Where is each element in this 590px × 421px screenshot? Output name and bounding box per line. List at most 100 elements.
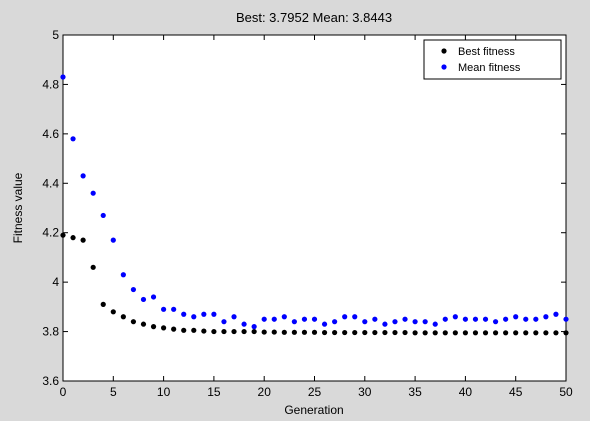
best-fitness-point (432, 330, 438, 336)
mean-fitness-point (422, 319, 428, 325)
best-fitness-point (472, 330, 479, 336)
y-tick-label: 3.6 (42, 374, 59, 388)
mean-fitness-point (432, 321, 438, 327)
chart-title: Best: 3.7952 Mean: 3.8443 (236, 10, 392, 25)
mean-fitness-point (301, 316, 308, 322)
mean-fitness-point (120, 272, 126, 278)
mean-fitness-point (211, 311, 217, 317)
x-tick-label: 15 (207, 385, 221, 399)
mean-fitness-point (90, 190, 96, 196)
mean-fitness-point (130, 286, 137, 293)
best-fitness-point (372, 329, 378, 336)
best-fitness-point (251, 328, 257, 335)
best-fitness-point (140, 321, 147, 327)
best-fitness-point (563, 330, 569, 336)
best-fitness-point (100, 301, 106, 307)
best-fitness-point (191, 327, 197, 333)
best-fitness-point (553, 330, 559, 336)
best-fitness-point (80, 237, 86, 243)
mean-fitness-point (513, 314, 519, 320)
best-fitness-point (392, 329, 398, 336)
y-tick-label: 4.4 (42, 176, 59, 190)
mean-fitness-point (110, 237, 116, 243)
best-fitness-point (442, 330, 448, 336)
best-fitness-point (422, 330, 428, 336)
y-tick-label: 4 (52, 275, 59, 289)
y-tick-label: 5 (52, 28, 59, 42)
mean-fitness-point (70, 136, 76, 142)
y-tick-label: 4.2 (42, 226, 59, 240)
best-fitness-point (342, 329, 348, 336)
best-fitness-point (311, 329, 318, 335)
mean-fitness-point (271, 316, 277, 322)
mean-fitness-point (191, 314, 197, 320)
mean-fitness-point (241, 321, 247, 327)
mean-fitness-point (100, 212, 106, 219)
best-fitness-point (543, 330, 549, 336)
best-fitness-point (412, 330, 418, 336)
x-tick-label: 30 (358, 385, 372, 399)
mean-fitness-point (352, 314, 358, 320)
best-fitness-point (201, 328, 207, 334)
legend-box (423, 39, 562, 80)
mean-fitness-point (171, 306, 177, 312)
best-fitness-point (241, 328, 247, 335)
best-fitness-point (492, 330, 499, 336)
x-tick-label: 25 (308, 385, 322, 399)
y-tick-label: 3.8 (42, 325, 59, 339)
mean-fitness-point (492, 319, 499, 325)
best-fitness-point (181, 327, 187, 333)
x-tick-label: 10 (157, 385, 171, 399)
best-fitness-point (332, 329, 338, 336)
best-fitness-point (362, 329, 368, 336)
axis-ticks: 0 5 10 15 20 25 30 35 40 45 50 3.6 3.8 4 4.2 4.4 4.6 4.8 5 (42, 28, 573, 399)
best-fitness-point (271, 329, 277, 335)
mean-fitness-point (261, 316, 267, 322)
mean-fitness-point (201, 311, 207, 317)
legend-label-best: Best fitness (458, 46, 515, 58)
mean-fitness-point (392, 319, 398, 325)
best-fitness-point (523, 330, 529, 336)
mean-fitness-point (281, 314, 287, 320)
mean-fitness-point (362, 319, 368, 325)
mean-fitness-point (462, 316, 468, 322)
mean-fitness-point (553, 311, 559, 317)
best-fitness-point (120, 314, 126, 320)
best-fitness-point (211, 328, 217, 335)
best-fitness-point (402, 329, 408, 336)
mean-fitness-point (543, 314, 549, 320)
y-tick-label: 4.8 (42, 77, 59, 91)
mean-fitness-point (372, 316, 378, 322)
x-tick-label: 5 (110, 385, 117, 399)
best-fitness-point (231, 328, 237, 335)
mean-fitness-point (563, 316, 569, 322)
mean-fitness-point (150, 294, 157, 300)
y-tick-label: 4.6 (42, 127, 59, 141)
mean-fitness-point (402, 316, 408, 322)
x-tick-label: 20 (258, 385, 272, 399)
best-fitness-point (513, 330, 519, 336)
best-fitness-point (110, 309, 116, 315)
y-axis-label: Fitness value (11, 172, 25, 243)
mean-fitness-point (452, 314, 458, 320)
data-points (60, 74, 569, 336)
x-tick-label: 40 (459, 385, 473, 399)
best-fitness-point (60, 232, 66, 238)
x-tick-label: 35 (408, 385, 422, 399)
best-fitness-point (70, 235, 76, 241)
best-fitness-point (171, 326, 177, 332)
mean-fitness-point (140, 296, 147, 303)
legend: Best fitness Mean fitness (423, 39, 562, 80)
mean-fitness-point (382, 321, 388, 327)
mean-fitness-point (311, 316, 318, 322)
mean-fitness-point (221, 319, 227, 325)
best-fitness-point (130, 319, 137, 325)
best-fitness-point (503, 330, 509, 336)
mean-fitness-point (181, 311, 187, 317)
mean-fitness-point (332, 319, 338, 325)
legend-marker-mean (441, 64, 447, 70)
plot-area (62, 34, 567, 382)
mean-fitness-series (60, 74, 569, 330)
x-tick-label: 45 (509, 385, 523, 399)
